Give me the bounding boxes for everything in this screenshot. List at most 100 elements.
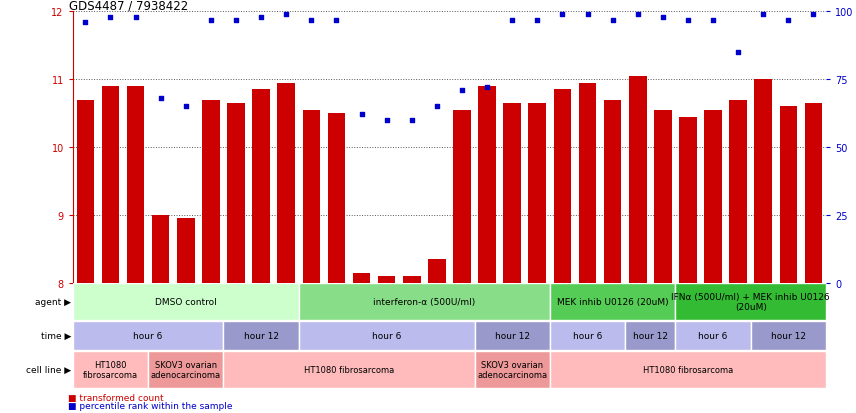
- Bar: [73, 351, 148, 388]
- Bar: [428, 259, 446, 283]
- Bar: [152, 215, 169, 283]
- Point: [731, 50, 745, 56]
- Text: ■ percentile rank within the sample: ■ percentile rank within the sample: [68, 401, 233, 410]
- Bar: [603, 100, 621, 283]
- Text: agent ▶: agent ▶: [35, 297, 71, 306]
- Text: IFNα (500U/ml) + MEK inhib U0126
(20uM): IFNα (500U/ml) + MEK inhib U0126 (20uM): [671, 292, 830, 311]
- Bar: [729, 100, 747, 283]
- Point: [455, 88, 469, 94]
- Bar: [73, 321, 223, 350]
- Point: [405, 117, 419, 124]
- Point: [128, 14, 142, 21]
- Point: [430, 104, 443, 110]
- Point: [79, 20, 92, 26]
- Text: time ▶: time ▶: [41, 331, 71, 340]
- Bar: [625, 321, 675, 350]
- Point: [380, 117, 394, 124]
- Bar: [102, 87, 119, 283]
- Point: [305, 17, 318, 24]
- Bar: [675, 321, 751, 350]
- Point: [531, 17, 544, 24]
- Point: [254, 14, 268, 21]
- Bar: [503, 104, 521, 283]
- Point: [330, 17, 343, 24]
- Point: [556, 12, 569, 19]
- Point: [279, 12, 293, 19]
- Bar: [629, 77, 646, 283]
- Bar: [474, 321, 550, 350]
- Bar: [550, 283, 675, 320]
- Text: GDS4487 / 7938422: GDS4487 / 7938422: [69, 0, 188, 12]
- Point: [104, 14, 117, 21]
- Text: HT1080 fibrosarcoma: HT1080 fibrosarcoma: [304, 365, 394, 374]
- Point: [204, 17, 217, 24]
- Point: [681, 17, 695, 24]
- Point: [179, 104, 193, 110]
- Bar: [227, 104, 245, 283]
- Point: [354, 112, 368, 119]
- Text: HT1080 fibrosarcoma: HT1080 fibrosarcoma: [643, 365, 733, 374]
- Point: [656, 14, 669, 21]
- Bar: [277, 83, 295, 283]
- Text: SKOV3 ovarian
adenocarcinoma: SKOV3 ovarian adenocarcinoma: [151, 360, 221, 379]
- Text: HT1080
fibrosarcoma: HT1080 fibrosarcoma: [83, 360, 138, 379]
- Bar: [453, 111, 471, 283]
- Bar: [73, 283, 299, 320]
- Bar: [579, 83, 597, 283]
- Point: [706, 17, 720, 24]
- Bar: [377, 276, 395, 283]
- Point: [631, 12, 645, 19]
- Bar: [550, 321, 625, 350]
- Bar: [704, 111, 722, 283]
- Bar: [202, 100, 220, 283]
- Point: [580, 12, 594, 19]
- Text: hour 6: hour 6: [573, 331, 602, 340]
- Bar: [177, 219, 194, 283]
- Bar: [299, 283, 550, 320]
- Point: [606, 17, 620, 24]
- Text: interferon-α (500U/ml): interferon-α (500U/ml): [373, 297, 475, 306]
- Bar: [554, 90, 571, 283]
- Bar: [550, 351, 826, 388]
- Text: ■ transformed count: ■ transformed count: [68, 393, 164, 402]
- Text: SKOV3 ovarian
adenocarcinoma: SKOV3 ovarian adenocarcinoma: [477, 360, 547, 379]
- Text: hour 6: hour 6: [698, 331, 728, 340]
- Bar: [805, 104, 823, 283]
- Text: hour 12: hour 12: [771, 331, 805, 340]
- Text: hour 12: hour 12: [633, 331, 668, 340]
- Bar: [302, 111, 320, 283]
- Bar: [76, 100, 94, 283]
- Text: cell line ▶: cell line ▶: [26, 365, 71, 374]
- Text: hour 6: hour 6: [134, 331, 163, 340]
- Point: [480, 85, 494, 91]
- Bar: [253, 90, 270, 283]
- Bar: [328, 114, 345, 283]
- Bar: [223, 351, 474, 388]
- Text: hour 6: hour 6: [372, 331, 401, 340]
- Bar: [780, 107, 797, 283]
- Bar: [474, 351, 550, 388]
- Bar: [403, 276, 420, 283]
- Bar: [528, 104, 546, 283]
- Point: [229, 17, 243, 24]
- Bar: [751, 321, 826, 350]
- Bar: [223, 321, 299, 350]
- Bar: [353, 273, 371, 283]
- Text: hour 12: hour 12: [244, 331, 278, 340]
- Point: [806, 12, 820, 19]
- Bar: [299, 321, 474, 350]
- Text: MEK inhib U0126 (20uM): MEK inhib U0126 (20uM): [556, 297, 669, 306]
- Point: [505, 17, 519, 24]
- Bar: [654, 111, 672, 283]
- Point: [757, 12, 770, 19]
- Text: hour 12: hour 12: [495, 331, 530, 340]
- Bar: [675, 283, 826, 320]
- Bar: [479, 87, 496, 283]
- Bar: [148, 351, 223, 388]
- Text: DMSO control: DMSO control: [155, 297, 217, 306]
- Point: [154, 96, 168, 102]
- Bar: [127, 87, 145, 283]
- Point: [782, 17, 795, 24]
- Bar: [679, 117, 697, 283]
- Bar: [754, 80, 772, 283]
